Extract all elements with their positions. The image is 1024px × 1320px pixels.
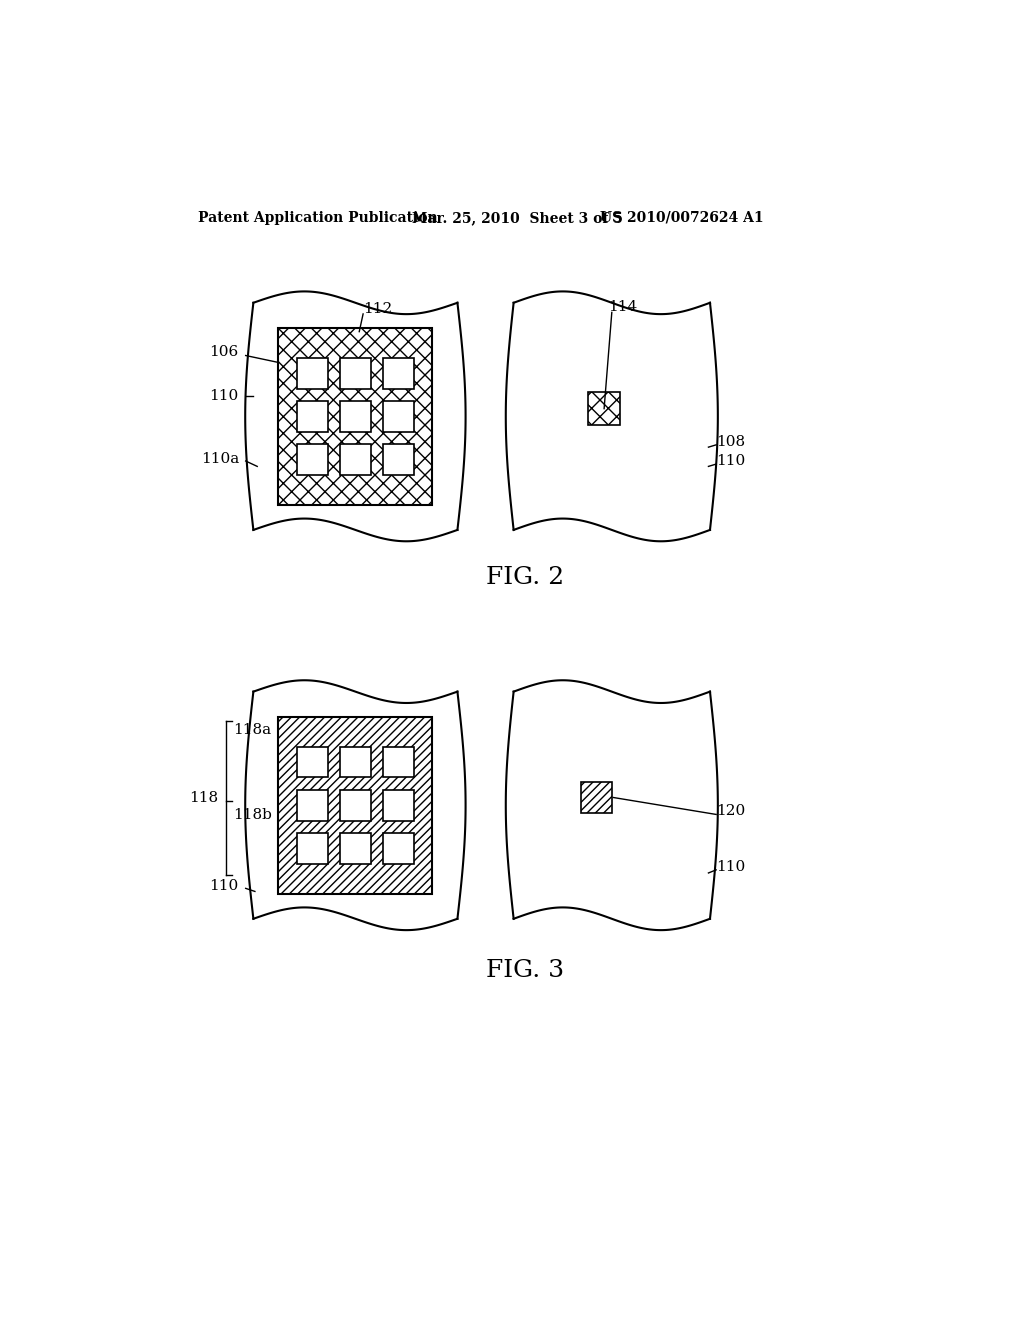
Bar [279, 717, 432, 894]
Bar [340, 833, 371, 863]
Bar [279, 327, 432, 506]
Text: 110: 110 [209, 879, 238, 894]
Bar [340, 789, 371, 821]
Text: 108: 108 [716, 434, 745, 449]
Text: 114: 114 [608, 300, 637, 314]
Bar [297, 358, 328, 388]
Bar [383, 401, 414, 432]
Text: 120: 120 [716, 804, 745, 818]
Bar [588, 392, 621, 425]
Bar [383, 358, 414, 388]
Text: 110: 110 [209, 388, 238, 403]
Text: 110: 110 [716, 859, 745, 874]
Text: 110a: 110a [201, 451, 240, 466]
Polygon shape [514, 292, 718, 541]
Text: US 2010/0072624 A1: US 2010/0072624 A1 [600, 211, 764, 224]
Bar [340, 747, 371, 777]
Text: FIG. 3: FIG. 3 [485, 960, 564, 982]
Polygon shape [253, 292, 466, 541]
Text: 106: 106 [209, 346, 238, 359]
Bar [581, 781, 611, 813]
Text: 110: 110 [716, 454, 745, 469]
Text: 118: 118 [189, 791, 218, 804]
Bar [297, 833, 328, 863]
Text: FIG. 2: FIG. 2 [485, 566, 564, 590]
Text: 118a: 118a [233, 723, 271, 737]
Bar [340, 401, 371, 432]
Bar [383, 833, 414, 863]
Bar [340, 444, 371, 475]
Bar [297, 444, 328, 475]
Bar [297, 401, 328, 432]
Text: Patent Application Publication: Patent Application Publication [199, 211, 438, 224]
Bar [297, 747, 328, 777]
Bar [383, 444, 414, 475]
Text: 118b: 118b [233, 808, 272, 822]
Text: 112: 112 [364, 301, 392, 315]
Text: Mar. 25, 2010  Sheet 3 of 5: Mar. 25, 2010 Sheet 3 of 5 [412, 211, 623, 224]
Bar [383, 747, 414, 777]
Bar [297, 789, 328, 821]
Bar [340, 358, 371, 388]
Polygon shape [514, 680, 718, 931]
Polygon shape [253, 680, 466, 931]
Bar [383, 789, 414, 821]
